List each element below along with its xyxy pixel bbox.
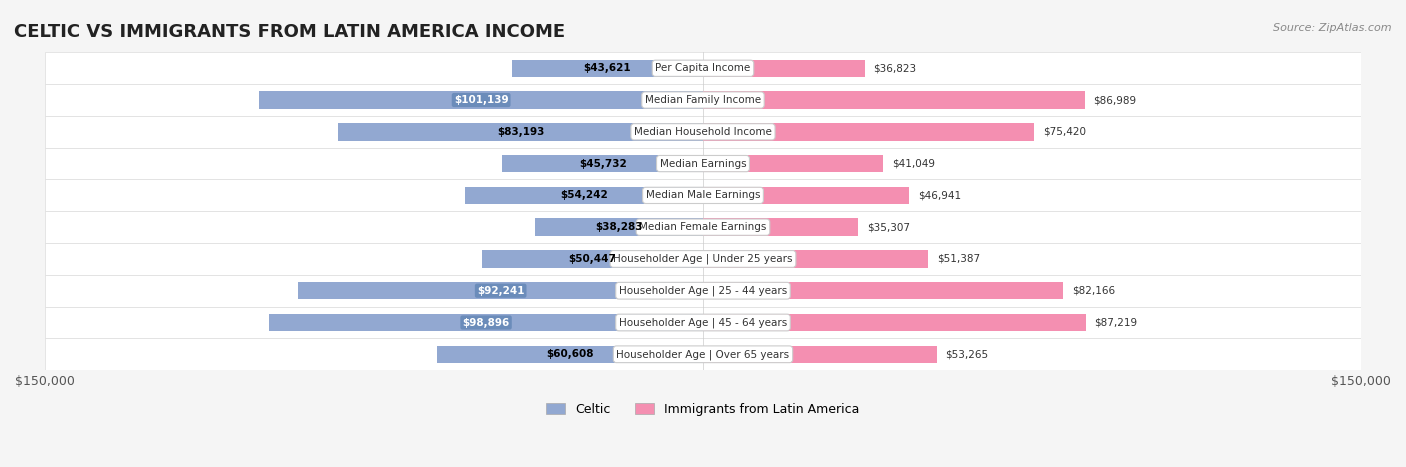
FancyBboxPatch shape bbox=[337, 123, 703, 141]
Text: $38,283: $38,283 bbox=[595, 222, 643, 232]
Text: $75,420: $75,420 bbox=[1043, 127, 1085, 137]
Text: Median Family Income: Median Family Income bbox=[645, 95, 761, 105]
Legend: Celtic, Immigrants from Latin America: Celtic, Immigrants from Latin America bbox=[541, 398, 865, 421]
Text: Householder Age | Over 65 years: Householder Age | Over 65 years bbox=[616, 349, 790, 360]
Text: $50,447: $50,447 bbox=[568, 254, 616, 264]
FancyBboxPatch shape bbox=[703, 155, 883, 172]
Text: $86,989: $86,989 bbox=[1094, 95, 1136, 105]
FancyBboxPatch shape bbox=[45, 275, 1361, 307]
Text: $46,941: $46,941 bbox=[918, 191, 960, 200]
FancyBboxPatch shape bbox=[45, 179, 1361, 211]
Text: $35,307: $35,307 bbox=[866, 222, 910, 232]
FancyBboxPatch shape bbox=[45, 307, 1361, 339]
FancyBboxPatch shape bbox=[45, 211, 1361, 243]
FancyBboxPatch shape bbox=[703, 123, 1033, 141]
FancyBboxPatch shape bbox=[703, 346, 936, 363]
Text: $41,049: $41,049 bbox=[891, 159, 935, 169]
FancyBboxPatch shape bbox=[45, 243, 1361, 275]
FancyBboxPatch shape bbox=[512, 59, 703, 77]
Text: Source: ZipAtlas.com: Source: ZipAtlas.com bbox=[1274, 23, 1392, 33]
FancyBboxPatch shape bbox=[465, 187, 703, 204]
Text: Householder Age | Under 25 years: Householder Age | Under 25 years bbox=[613, 254, 793, 264]
FancyBboxPatch shape bbox=[269, 314, 703, 331]
Text: $82,166: $82,166 bbox=[1073, 286, 1115, 296]
FancyBboxPatch shape bbox=[703, 282, 1063, 299]
FancyBboxPatch shape bbox=[502, 155, 703, 172]
Text: $45,732: $45,732 bbox=[579, 159, 627, 169]
Text: Householder Age | 45 - 64 years: Householder Age | 45 - 64 years bbox=[619, 317, 787, 328]
FancyBboxPatch shape bbox=[536, 219, 703, 236]
FancyBboxPatch shape bbox=[703, 91, 1084, 109]
Text: Householder Age | 25 - 44 years: Householder Age | 25 - 44 years bbox=[619, 285, 787, 296]
Text: $101,139: $101,139 bbox=[454, 95, 509, 105]
FancyBboxPatch shape bbox=[703, 187, 908, 204]
FancyBboxPatch shape bbox=[45, 116, 1361, 148]
Text: CELTIC VS IMMIGRANTS FROM LATIN AMERICA INCOME: CELTIC VS IMMIGRANTS FROM LATIN AMERICA … bbox=[14, 23, 565, 42]
Text: $36,823: $36,823 bbox=[873, 63, 917, 73]
Text: $54,242: $54,242 bbox=[560, 191, 607, 200]
FancyBboxPatch shape bbox=[45, 84, 1361, 116]
FancyBboxPatch shape bbox=[45, 148, 1361, 179]
FancyBboxPatch shape bbox=[703, 314, 1085, 331]
Text: $51,387: $51,387 bbox=[938, 254, 980, 264]
Text: Median Male Earnings: Median Male Earnings bbox=[645, 191, 761, 200]
Text: $87,219: $87,219 bbox=[1094, 318, 1137, 327]
Text: Median Household Income: Median Household Income bbox=[634, 127, 772, 137]
FancyBboxPatch shape bbox=[482, 250, 703, 268]
Text: Median Earnings: Median Earnings bbox=[659, 159, 747, 169]
Text: $98,896: $98,896 bbox=[463, 318, 510, 327]
FancyBboxPatch shape bbox=[437, 346, 703, 363]
Text: Per Capita Income: Per Capita Income bbox=[655, 63, 751, 73]
FancyBboxPatch shape bbox=[45, 339, 1361, 370]
FancyBboxPatch shape bbox=[259, 91, 703, 109]
FancyBboxPatch shape bbox=[703, 219, 858, 236]
FancyBboxPatch shape bbox=[298, 282, 703, 299]
Text: $83,193: $83,193 bbox=[496, 127, 544, 137]
FancyBboxPatch shape bbox=[703, 250, 928, 268]
Text: Median Female Earnings: Median Female Earnings bbox=[640, 222, 766, 232]
Text: $53,265: $53,265 bbox=[945, 349, 988, 359]
FancyBboxPatch shape bbox=[703, 59, 865, 77]
Text: $43,621: $43,621 bbox=[583, 63, 631, 73]
FancyBboxPatch shape bbox=[45, 52, 1361, 84]
Text: $60,608: $60,608 bbox=[547, 349, 593, 359]
Text: $92,241: $92,241 bbox=[477, 286, 524, 296]
